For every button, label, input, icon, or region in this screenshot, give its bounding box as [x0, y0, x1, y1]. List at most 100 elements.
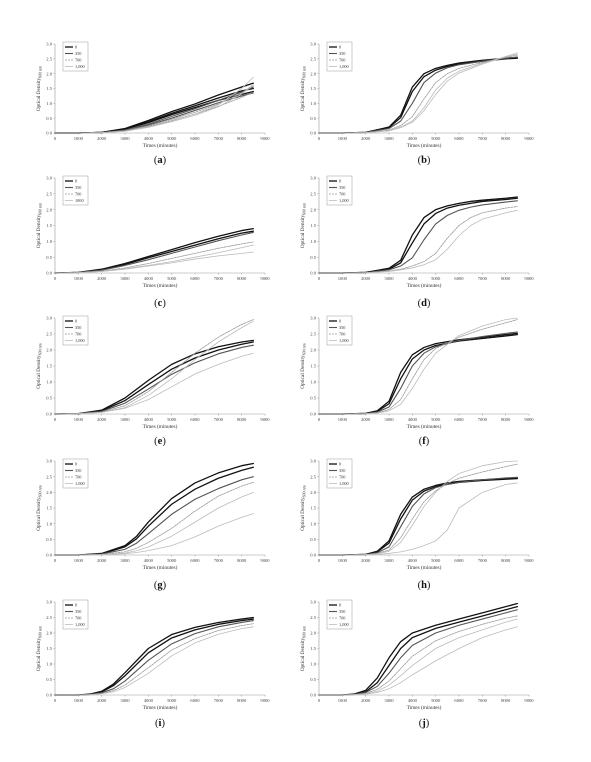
series-line-0-1 — [54, 230, 254, 274]
y-tick-label: 1.0 — [310, 662, 316, 667]
panel-label-open-paren: ( — [154, 155, 158, 166]
x-tick-label: 8000 — [237, 698, 247, 703]
x-tick-label: 2000 — [361, 558, 371, 563]
y-tick-label: 3.0 — [46, 316, 52, 321]
y-tick-label: 2.0 — [46, 631, 52, 636]
x-tick-label: 4000 — [144, 698, 154, 703]
x-tick-label: 4000 — [144, 558, 154, 563]
legend-label: 1,000 — [339, 198, 349, 204]
series-line-1000-0 — [318, 317, 518, 415]
y-tick-label: 2.0 — [310, 207, 316, 212]
legend-label: 0 — [75, 179, 77, 184]
legend-label: 700 — [339, 58, 345, 63]
x-tick-label: 9000 — [260, 698, 270, 703]
legend-label: 350 — [339, 185, 345, 190]
x-tick-label: 5000 — [167, 136, 177, 141]
x-axis-title: Times (minutes) — [143, 423, 178, 430]
y-axis-title-subscript: 600 nm — [37, 625, 42, 638]
panel-label-letter: g — [157, 580, 163, 591]
y-tick-label: 1.5 — [46, 646, 52, 651]
y-tick-label: 2.0 — [46, 207, 52, 212]
y-axis-title: Optical Density600 nm — [300, 202, 306, 248]
legend-label: 1,000 — [339, 338, 349, 344]
y-axis-title-main: Optical Density — [36, 497, 42, 531]
series-line-1000-0 — [318, 209, 518, 274]
series-line-1000-0 — [54, 626, 254, 696]
y-tick-label: 1.5 — [46, 506, 52, 511]
y-tick-label: 1.5 — [46, 364, 52, 369]
y-tick-label: 0.0 — [310, 412, 316, 417]
legend-label: 700 — [75, 192, 81, 197]
x-tick-label: 6000 — [190, 417, 200, 422]
series-line-700-0 — [54, 623, 254, 696]
x-tick-label: 2000 — [97, 417, 107, 422]
x-tick-label: 7000 — [214, 698, 224, 703]
panel-label-close-paren: ) — [162, 298, 166, 309]
series-line-1000-1 — [54, 513, 254, 556]
x-tick-label: 3000 — [120, 558, 130, 563]
x-tick-label: 4000 — [144, 136, 154, 141]
legend-label: 0 — [339, 462, 341, 467]
x-tick-label: 7000 — [478, 136, 488, 141]
x-tick-label: 8000 — [501, 136, 511, 141]
y-axis-title-main: Optical Density — [36, 78, 42, 112]
x-tick-label: 5000 — [431, 558, 441, 563]
x-tick-label: 3000 — [120, 698, 130, 703]
y-tick-label: 1.0 — [310, 101, 316, 106]
panel-label-open-paren: ( — [154, 298, 158, 309]
x-tick-label: 7000 — [478, 698, 488, 703]
x-tick-label: 9000 — [524, 136, 534, 141]
series-line-0-1 — [318, 333, 518, 415]
x-tick-label: 3000 — [120, 136, 130, 141]
panel-a: 0 1000 2000 3000 4000 5000 6000 7000 8000 90000.0… — [36, 42, 270, 166]
x-tick-label: 7000 — [478, 558, 488, 563]
y-axis-title-subscript: 600 nm — [301, 65, 306, 78]
series-line-0-1 — [318, 197, 518, 274]
y-tick-label: 0.5 — [310, 396, 316, 401]
panel-label-letter: c — [158, 298, 163, 309]
x-tick-label: 0 — [54, 558, 57, 563]
x-tick-label: 6000 — [190, 136, 200, 141]
series-line-350-0 — [54, 231, 254, 274]
legend-label: 1,000 — [339, 481, 349, 487]
series-line-0-2 — [54, 90, 254, 134]
panel-label-open-paren: ( — [419, 718, 423, 729]
y-tick-label: 1.0 — [310, 239, 316, 244]
x-tick-label: 9000 — [524, 698, 534, 703]
y-tick-label: 3.0 — [46, 42, 52, 47]
x-tick-label: 6000 — [454, 136, 464, 141]
legend-label: 350 — [75, 185, 81, 190]
y-axis-title: Optical Density600 nm — [300, 484, 306, 530]
panel-label-close-paren: ) — [163, 580, 167, 591]
x-axis-title: Times (minutes) — [407, 142, 442, 149]
y-tick-label: 0.0 — [310, 553, 316, 558]
panel-b: 0 1000 2000 3000 4000 5000 6000 7000 8000 90000.0… — [300, 42, 534, 166]
y-axis-title-main: Optical Density — [36, 215, 42, 249]
x-tick-label: 6000 — [190, 276, 200, 281]
panel-label-open-paren: ( — [419, 436, 423, 447]
x-tick-label: 2000 — [361, 136, 371, 141]
x-tick-label: 3000 — [384, 417, 394, 422]
x-tick-label: 8000 — [237, 558, 247, 563]
series-line-1000-1 — [54, 244, 254, 274]
y-tick-label: 1.0 — [46, 380, 52, 385]
panel-d: 0 1000 2000 3000 4000 5000 6000 7000 8000 90000.0… — [300, 176, 534, 309]
panel-label-open-paren: ( — [154, 436, 158, 447]
x-tick-label: 3000 — [384, 136, 394, 141]
y-axis-title-main: Optical Density — [300, 78, 306, 112]
x-axis-title: Times (minutes) — [407, 564, 442, 571]
x-tick-label: 1000 — [74, 276, 84, 281]
y-tick-label: 3.0 — [46, 176, 52, 181]
y-tick-label: 0.5 — [310, 255, 316, 260]
y-tick-label: 1.5 — [310, 364, 316, 369]
y-tick-label: 0.5 — [46, 537, 52, 542]
legend-label: 700 — [339, 616, 345, 621]
x-tick-label: 1000 — [338, 136, 348, 141]
y-tick-label: 3.0 — [46, 600, 52, 605]
y-tick-label: 2.5 — [310, 615, 316, 620]
series-line-700-0 — [54, 241, 254, 274]
x-tick-label: 0 — [54, 698, 57, 703]
panel-label-letter: f — [422, 436, 426, 447]
legend-label: 0 — [75, 319, 77, 324]
